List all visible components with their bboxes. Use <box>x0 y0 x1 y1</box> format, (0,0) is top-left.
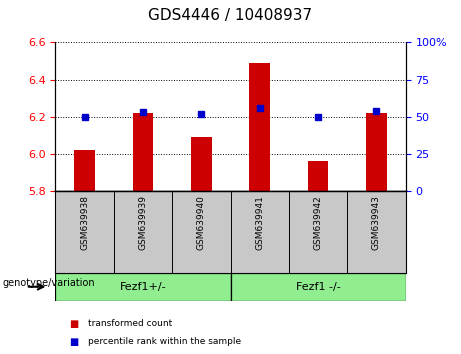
Text: Fezf1 -/-: Fezf1 -/- <box>296 282 341 292</box>
Text: genotype/variation: genotype/variation <box>2 278 95 288</box>
Text: ■: ■ <box>69 319 78 329</box>
Text: GSM639938: GSM639938 <box>80 195 89 250</box>
Text: transformed count: transformed count <box>88 319 172 329</box>
Text: GSM639943: GSM639943 <box>372 195 381 250</box>
Text: percentile rank within the sample: percentile rank within the sample <box>88 337 241 346</box>
Text: Fezf1+/-: Fezf1+/- <box>119 282 166 292</box>
Bar <box>133 113 153 191</box>
Bar <box>308 161 328 191</box>
Bar <box>249 63 270 191</box>
Bar <box>74 150 95 191</box>
Text: GSM639941: GSM639941 <box>255 195 264 250</box>
Bar <box>55 273 230 301</box>
Text: ■: ■ <box>69 337 78 347</box>
Text: GSM639940: GSM639940 <box>197 195 206 250</box>
Text: GSM639939: GSM639939 <box>138 195 148 250</box>
Text: GDS4446 / 10408937: GDS4446 / 10408937 <box>148 8 313 23</box>
Bar <box>366 113 387 191</box>
Text: GSM639942: GSM639942 <box>313 195 323 250</box>
Bar <box>191 137 212 191</box>
Bar <box>230 273 406 301</box>
